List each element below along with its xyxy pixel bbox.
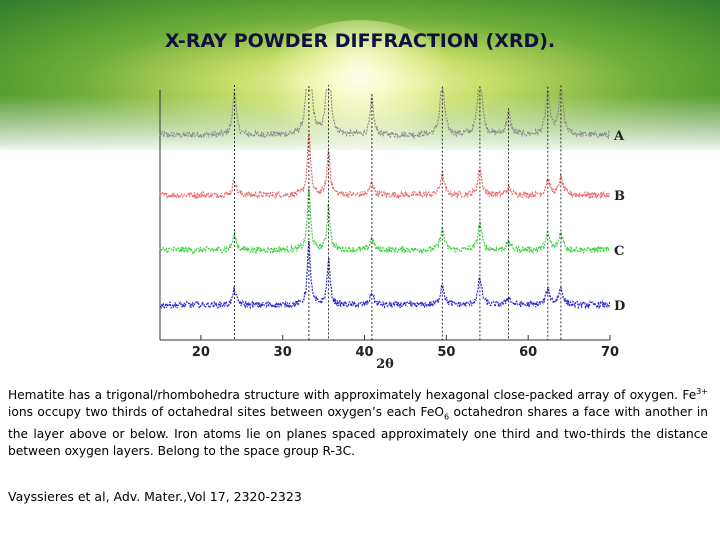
x-tick-label: 50 — [437, 345, 455, 360]
x-tick-label: 60 — [519, 345, 537, 360]
slide-title: X-RAY POWDER DIFFRACTION (XRD). — [164, 30, 556, 52]
para-part-1: Hematite has a trigonal/rhombohedra stru… — [8, 388, 697, 403]
series-line-a — [159, 89, 611, 141]
reference-citation: Vayssieres et al, Adv. Mater.,Vol 17, 23… — [8, 489, 302, 504]
feo6-subscript: 6 — [443, 412, 450, 422]
series-label-a: A — [613, 129, 625, 144]
para-part-2: ions occupy two thirds of octahedral sit… — [8, 405, 444, 420]
series-label-c: C — [614, 244, 624, 259]
xrd-chart: A B C D 20 30 40 50 60 70 2θ — [159, 85, 625, 370]
series-label-d: D — [614, 299, 625, 314]
series-line-b — [159, 133, 610, 200]
header-banner — [0, 0, 720, 150]
x-axis-label: 2θ — [376, 357, 394, 370]
series-line-c — [159, 186, 611, 255]
fe-charge: 3+ — [696, 387, 708, 396]
x-tick-label: 30 — [274, 345, 292, 360]
description-paragraph: Hematite has a trigonal/rhombohedra stru… — [8, 383, 708, 460]
banner-fade — [0, 95, 720, 150]
x-tick-label: 40 — [355, 345, 373, 360]
para-part-3: octahedron shares a face with another in… — [8, 405, 709, 458]
x-tick-label: 20 — [192, 345, 210, 360]
series-line-d — [159, 240, 611, 310]
series-label-b: B — [614, 189, 625, 204]
x-tick-label: 70 — [601, 345, 619, 360]
